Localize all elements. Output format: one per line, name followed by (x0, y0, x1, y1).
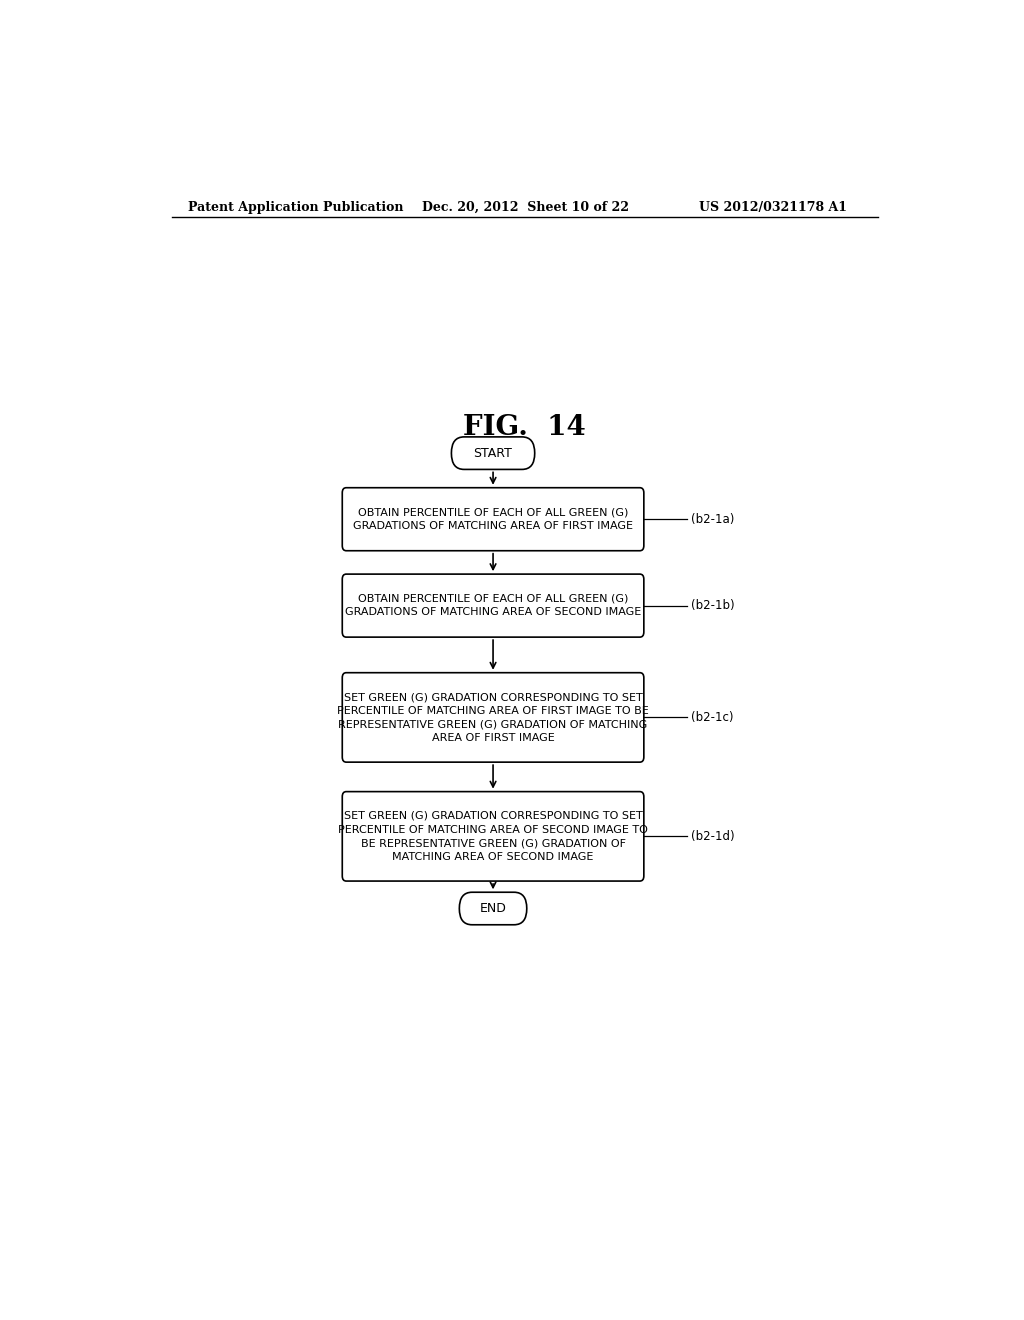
FancyBboxPatch shape (452, 437, 535, 470)
FancyBboxPatch shape (342, 487, 644, 550)
Text: US 2012/0321178 A1: US 2012/0321178 A1 (699, 201, 848, 214)
FancyBboxPatch shape (342, 673, 644, 762)
Text: (b2-1c): (b2-1c) (691, 711, 734, 723)
Text: SET GREEN (G) GRADATION CORRESPONDING TO SET
PERCENTILE OF MATCHING AREA OF SECO: SET GREEN (G) GRADATION CORRESPONDING TO… (338, 810, 648, 862)
Text: END: END (479, 902, 507, 915)
Text: START: START (474, 446, 512, 459)
Text: OBTAIN PERCENTILE OF EACH OF ALL GREEN (G)
GRADATIONS OF MATCHING AREA OF SECOND: OBTAIN PERCENTILE OF EACH OF ALL GREEN (… (345, 594, 641, 618)
FancyBboxPatch shape (342, 792, 644, 880)
Text: FIG.  14: FIG. 14 (464, 414, 586, 441)
Text: (b2-1b): (b2-1b) (691, 599, 735, 612)
Text: Patent Application Publication: Patent Application Publication (187, 201, 403, 214)
Text: (b2-1d): (b2-1d) (691, 830, 735, 843)
FancyBboxPatch shape (460, 892, 526, 925)
Text: SET GREEN (G) GRADATION CORRESPONDING TO SET
PERCENTILE OF MATCHING AREA OF FIRS: SET GREEN (G) GRADATION CORRESPONDING TO… (337, 692, 649, 743)
Text: Dec. 20, 2012  Sheet 10 of 22: Dec. 20, 2012 Sheet 10 of 22 (422, 201, 629, 214)
FancyBboxPatch shape (342, 574, 644, 638)
Text: OBTAIN PERCENTILE OF EACH OF ALL GREEN (G)
GRADATIONS OF MATCHING AREA OF FIRST : OBTAIN PERCENTILE OF EACH OF ALL GREEN (… (353, 507, 633, 531)
Text: (b2-1a): (b2-1a) (691, 512, 735, 525)
